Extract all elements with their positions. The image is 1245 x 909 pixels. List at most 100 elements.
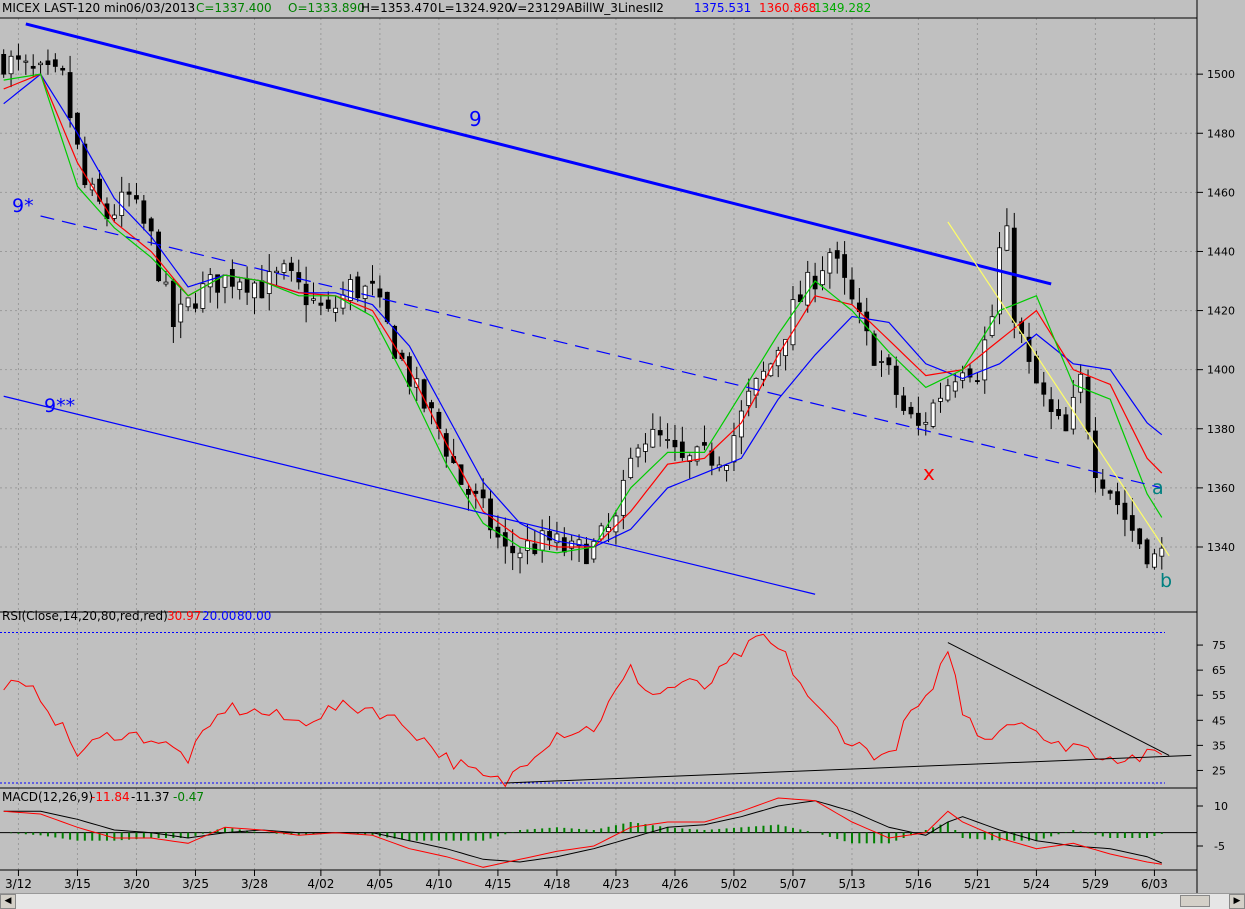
candle-body bbox=[635, 447, 641, 458]
candle-body bbox=[1004, 225, 1010, 251]
header-indicator: ABillW_3LinesII2 bbox=[566, 1, 664, 15]
rsi-tick-label: 45 bbox=[1212, 714, 1226, 727]
x-tick-label: 4/26 bbox=[661, 877, 688, 891]
header-ind-blue: 1375.531 bbox=[694, 1, 751, 15]
rsi-low: 20.00 bbox=[202, 609, 236, 623]
rsi-tick-label: 65 bbox=[1212, 664, 1226, 677]
candle-body bbox=[60, 67, 66, 71]
candle-body bbox=[731, 435, 737, 463]
scroll-right-icon[interactable]: ▶ bbox=[1229, 894, 1245, 909]
scroll-thumb[interactable] bbox=[1180, 895, 1210, 907]
x-tick-label: 5/02 bbox=[720, 877, 747, 891]
candle-body bbox=[554, 533, 560, 544]
candle-body bbox=[466, 488, 471, 495]
candle-body bbox=[281, 263, 287, 273]
candle-body bbox=[502, 532, 508, 547]
annotation-x: x bbox=[923, 461, 935, 485]
price-tick-label: 1380 bbox=[1207, 423, 1235, 436]
x-tick-label: 4/18 bbox=[543, 877, 570, 891]
header-symbol: MICEX LAST-120 min bbox=[2, 1, 127, 15]
rsi-panel bbox=[0, 632, 1192, 788]
candle-body bbox=[1063, 414, 1069, 432]
ma-green-line bbox=[3, 73, 1163, 554]
candle-body bbox=[23, 60, 29, 63]
price-tick-label: 1500 bbox=[1207, 68, 1235, 81]
candle-body bbox=[141, 200, 147, 224]
candle-body bbox=[576, 539, 582, 547]
candle-body bbox=[1152, 553, 1157, 568]
scroll-left-icon[interactable]: ◀ bbox=[0, 894, 16, 909]
candle-body bbox=[340, 294, 346, 309]
x-tick-label: 4/10 bbox=[425, 877, 452, 891]
candle-body bbox=[16, 55, 21, 60]
annotation-9: 9 bbox=[469, 107, 482, 131]
candle-body bbox=[30, 65, 36, 69]
candle-body bbox=[761, 370, 766, 380]
candle-body bbox=[193, 303, 198, 309]
candle-body bbox=[657, 430, 663, 436]
x-tick-label: 3/12 bbox=[5, 877, 32, 891]
rsi-trendline bbox=[505, 754, 1192, 784]
candle-body bbox=[952, 381, 958, 392]
candle-body bbox=[421, 379, 427, 409]
candle-body bbox=[52, 59, 58, 67]
x-tick-label: 3/15 bbox=[64, 877, 91, 891]
x-tick-label: 4/23 bbox=[602, 877, 629, 891]
candle-body bbox=[790, 299, 796, 346]
candle-body bbox=[643, 443, 648, 452]
candle-body bbox=[591, 540, 597, 560]
macd-tick-label: 10 bbox=[1214, 800, 1228, 813]
macd-value: -11.84 bbox=[91, 790, 130, 804]
candle-body bbox=[650, 428, 656, 448]
candle-body bbox=[1041, 382, 1047, 395]
x-tick-label: 5/21 bbox=[964, 877, 991, 891]
candle-body bbox=[384, 291, 390, 323]
price-tick-label: 1440 bbox=[1207, 245, 1235, 258]
axes: 3/12 3/15 3/20 3/25 3/28 4/02 4/05 4/10 4/15 4/18… bbox=[0, 0, 1235, 893]
candle-body bbox=[849, 279, 855, 300]
rsi-tick-label: 75 bbox=[1212, 639, 1226, 652]
candle-body bbox=[510, 545, 516, 554]
candle-body bbox=[1048, 399, 1054, 412]
macd-label: MACD(12,26,9) bbox=[2, 790, 93, 804]
candle-body bbox=[923, 421, 929, 425]
rsi-tick-label: 35 bbox=[1212, 739, 1226, 752]
horizontal-scrollbar[interactable]: ◀ ▶ bbox=[0, 893, 1245, 909]
candle-body bbox=[1078, 373, 1084, 393]
candle-body bbox=[768, 363, 774, 377]
macd-signal-line bbox=[3, 800, 1162, 864]
price-tick-label: 1480 bbox=[1207, 127, 1235, 140]
price-tick-label: 1420 bbox=[1207, 305, 1235, 318]
price-tick-label: 1360 bbox=[1207, 482, 1235, 495]
candle-body bbox=[111, 214, 117, 219]
candle-body bbox=[974, 380, 980, 382]
candle-body bbox=[672, 439, 678, 448]
x-tick-label: 5/13 bbox=[839, 877, 866, 891]
candle-body bbox=[517, 552, 523, 559]
candle-body bbox=[414, 378, 420, 388]
candle-body bbox=[886, 357, 892, 366]
x-tick-label: 4/05 bbox=[366, 877, 393, 891]
candle-body bbox=[901, 395, 907, 411]
candle-body bbox=[834, 250, 840, 259]
candle-body bbox=[871, 333, 877, 366]
header-open: O=1333.890 bbox=[288, 1, 365, 15]
candle-body bbox=[679, 441, 685, 458]
candle-body bbox=[370, 280, 375, 284]
trendline-9s bbox=[40, 215, 1162, 489]
candle-body bbox=[569, 540, 575, 549]
candle-body bbox=[584, 543, 589, 565]
x-tick-label: 5/16 bbox=[905, 877, 932, 891]
candle-body bbox=[694, 446, 700, 462]
x-tick-label: 4/02 bbox=[307, 877, 334, 891]
candle-body bbox=[296, 272, 302, 283]
x-tick-label: 5/07 bbox=[780, 877, 807, 891]
candle-body bbox=[687, 455, 693, 463]
candle-body bbox=[1093, 430, 1098, 479]
candle-body bbox=[547, 531, 552, 541]
candle-body bbox=[126, 191, 132, 195]
candle-body bbox=[185, 297, 191, 308]
header-volume: V=23129 bbox=[509, 1, 565, 15]
candle-body bbox=[38, 62, 43, 66]
